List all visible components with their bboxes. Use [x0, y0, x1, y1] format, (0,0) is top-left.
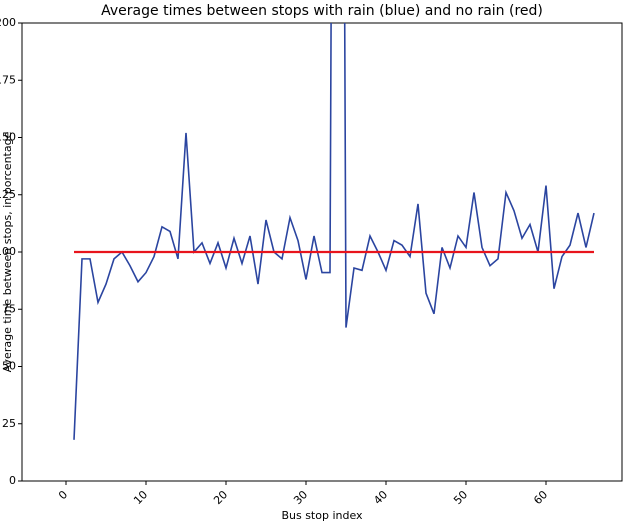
y-tick-label: 200 [0, 16, 16, 29]
x-tick-label: 10 [131, 488, 150, 507]
y-axis-label: Average time between stops, in porcentag… [1, 131, 14, 372]
x-tick-label: 60 [531, 488, 550, 507]
y-tick-label: 100 [0, 245, 16, 258]
data-line [73, 23, 595, 440]
y-tick-label: 50 [2, 360, 16, 373]
y-tick-label: 25 [2, 417, 16, 430]
x-tick-label: 20 [211, 488, 230, 507]
y-tick-label: 75 [2, 302, 16, 315]
chart-title: Average times between stops with rain (b… [101, 3, 543, 19]
x-tick-label: 0 [56, 488, 70, 502]
y-tick-label: 175 [0, 73, 16, 86]
y-tick-label: 0 [9, 474, 16, 487]
y-tick-label: 125 [0, 188, 16, 201]
x-tick-label: 40 [371, 488, 390, 507]
y-tick-label: 150 [0, 131, 16, 144]
x-tick-label: 30 [291, 488, 310, 507]
x-axis-label: Bus stop index [281, 509, 363, 522]
x-tick-label: 50 [451, 488, 470, 507]
